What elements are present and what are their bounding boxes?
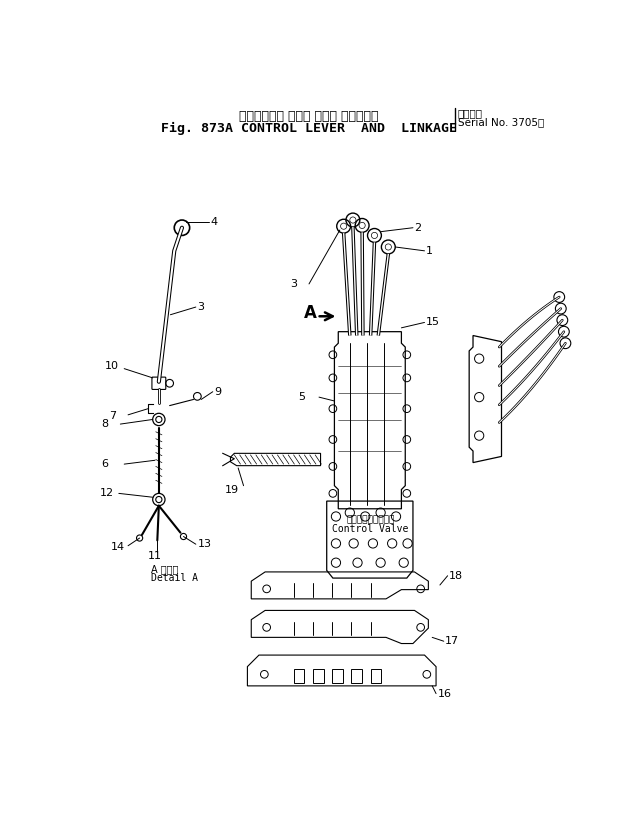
Text: Serial No. 3705～: Serial No. 3705～	[458, 117, 544, 128]
Text: Control Valve: Control Valve	[333, 524, 409, 534]
Bar	[351, 669, 362, 683]
Bar	[293, 669, 304, 683]
Text: 18: 18	[449, 571, 464, 581]
Text: A: A	[304, 305, 317, 322]
Circle shape	[385, 244, 392, 250]
Text: 6: 6	[101, 459, 108, 469]
Text: 4: 4	[211, 217, 218, 227]
Text: 14: 14	[111, 541, 125, 551]
Circle shape	[371, 232, 377, 238]
Text: Fig. 873A CONTROL LEVER  AND  LINKAGE: Fig. 873A CONTROL LEVER AND LINKAGE	[161, 122, 457, 135]
Text: A 拡大図: A 拡大図	[151, 564, 178, 574]
Text: 17: 17	[446, 636, 460, 646]
Bar	[332, 669, 343, 683]
Text: 7: 7	[108, 410, 116, 420]
Text: 8: 8	[101, 419, 108, 429]
Text: 3: 3	[197, 302, 204, 312]
Text: 5: 5	[298, 392, 305, 402]
Text: 10: 10	[105, 362, 119, 372]
Text: 19: 19	[225, 485, 239, 494]
Text: 11: 11	[148, 550, 162, 560]
Text: 9: 9	[214, 387, 221, 397]
Text: 13: 13	[197, 539, 211, 550]
Text: コントロール レバー および リンケージ: コントロール レバー および リンケージ	[239, 110, 379, 123]
Text: Detail A: Detail A	[151, 573, 198, 583]
Bar	[313, 669, 324, 683]
Circle shape	[340, 223, 347, 229]
Circle shape	[359, 222, 365, 228]
Text: 適用号機: 適用号機	[458, 108, 483, 118]
Text: 16: 16	[438, 689, 451, 699]
Text: 2: 2	[415, 222, 422, 232]
Text: 15: 15	[426, 317, 440, 327]
Text: 3: 3	[290, 279, 297, 289]
Text: 1: 1	[426, 246, 433, 256]
Text: 12: 12	[100, 488, 114, 498]
Bar	[370, 669, 381, 683]
Circle shape	[350, 217, 356, 223]
Text: コントロールバルブ: コントロールバルブ	[347, 515, 395, 524]
